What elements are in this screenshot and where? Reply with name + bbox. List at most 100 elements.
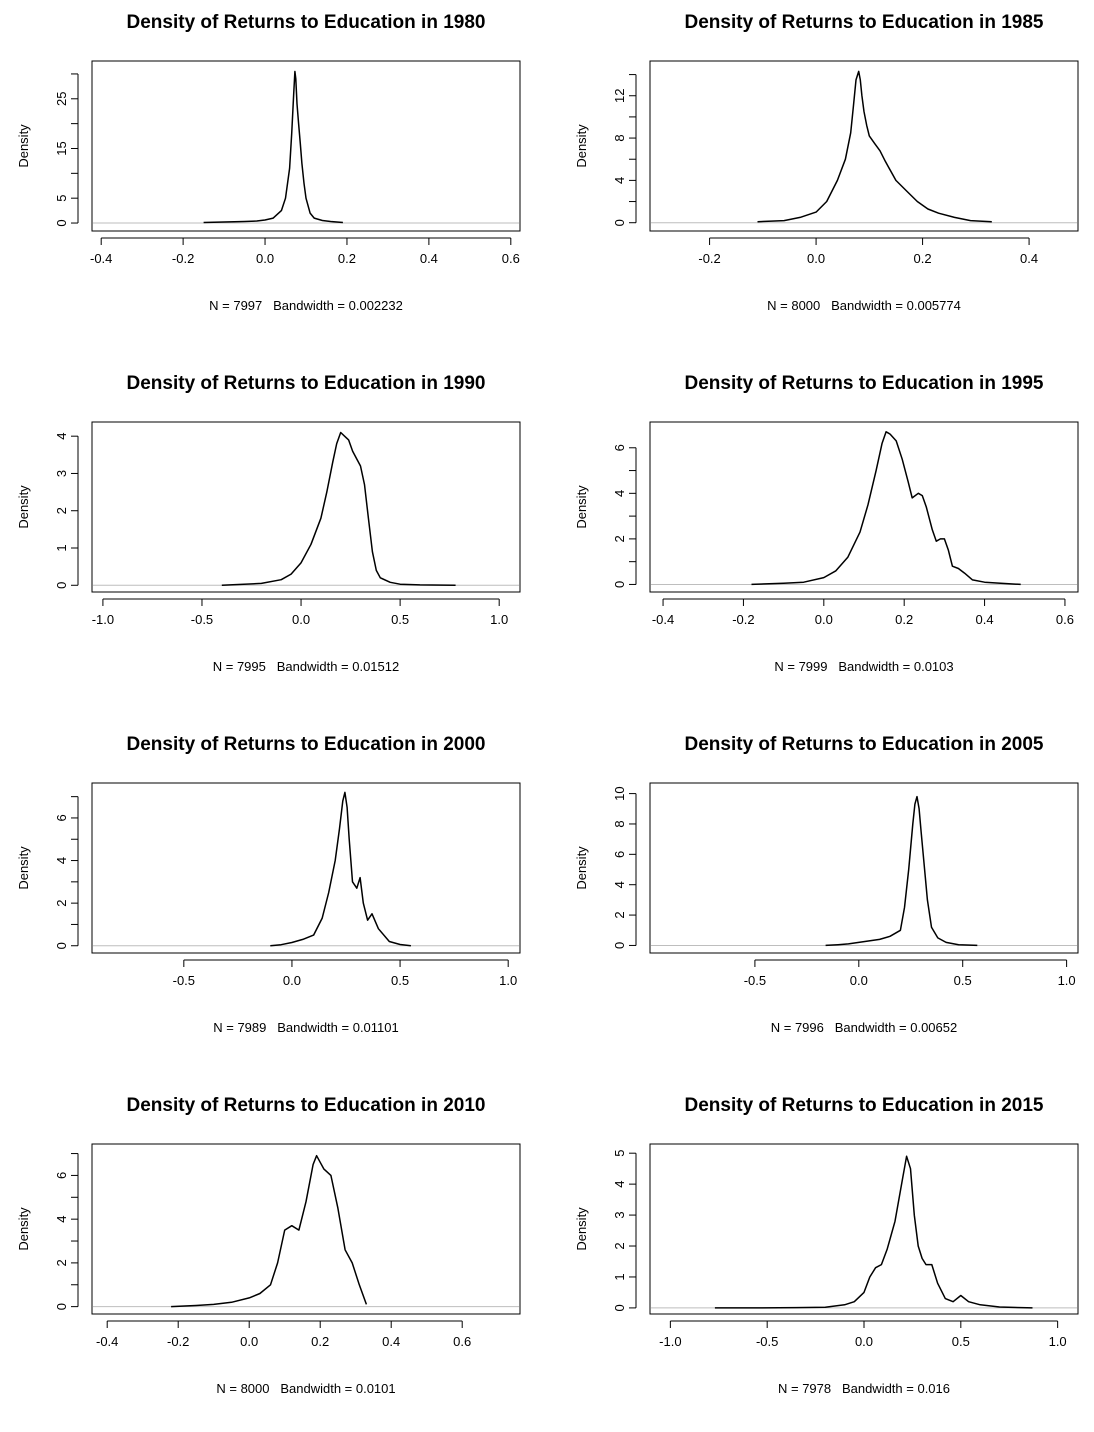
density-chart-svg: Density of Returns to Education in 2000 D… <box>16 734 521 1035</box>
x-axis-label: N = 7995 Bandwidth = 0.01512 <box>213 659 399 674</box>
chart-title: Density of Returns to Education in 1985 <box>685 12 1044 33</box>
x-axis-label: N = 7999 Bandwidth = 0.0103 <box>774 659 953 674</box>
x-tick-label: -0.5 <box>756 1334 778 1349</box>
plot-frame <box>91 421 521 593</box>
y-tick-label: 0 <box>612 581 627 588</box>
x-axis-label: N = 7989 Bandwidth = 0.01101 <box>213 1020 399 1035</box>
density-panel: Density of Returns to Education in 2015 D… <box>558 1083 1094 1432</box>
y-tick-label: 0 <box>612 942 627 949</box>
chart-title: Density of Returns to Education in 1980 <box>127 12 486 33</box>
y-tick-label: 4 <box>54 433 69 440</box>
y-tick-label: 4 <box>54 857 69 864</box>
y-axis-label: Density <box>574 1207 589 1251</box>
x-tick-label: 0.4 <box>382 1334 400 1349</box>
plot-frame <box>91 60 521 232</box>
y-tick-label: 4 <box>612 881 627 888</box>
x-tick-label: 0.0 <box>855 1334 873 1349</box>
x-tick-label: 0.0 <box>283 973 301 988</box>
y-tick-label: 6 <box>612 851 627 858</box>
y-axis-label: Density <box>16 1207 31 1251</box>
density-curve <box>270 791 411 947</box>
density-panel: Density of Returns to Education in 1985 D… <box>558 0 1094 349</box>
x-tick-label: -0.2 <box>172 251 194 266</box>
y-tick-label: 3 <box>54 470 69 477</box>
x-tick-label: 0.0 <box>256 251 274 266</box>
y-tick-label: 8 <box>612 820 627 827</box>
x-tick-label: 0.2 <box>895 612 913 627</box>
y-tick-label: 6 <box>612 444 627 451</box>
density-chart-svg: Density of Returns to Education in 2015 D… <box>574 1095 1079 1396</box>
x-tick-label: 0.4 <box>1020 251 1038 266</box>
density-curve <box>221 431 456 587</box>
y-tick-label: 15 <box>54 141 69 155</box>
y-tick-label: 2 <box>612 535 627 542</box>
x-axis-label: N = 7978 Bandwidth = 0.016 <box>778 1381 950 1396</box>
x-tick-label: -0.4 <box>90 251 112 266</box>
density-chart-svg: Density of Returns to Education in 1990 D… <box>16 373 521 674</box>
y-tick-label: 4 <box>54 1216 69 1223</box>
density-curve <box>171 1154 368 1308</box>
y-tick-label: 6 <box>54 814 69 821</box>
y-axis-label: Density <box>16 124 31 168</box>
y-tick-label: 1 <box>612 1273 627 1280</box>
x-tick-label: -0.2 <box>167 1334 189 1349</box>
y-tick-label: 12 <box>612 89 627 103</box>
y-tick-label: 5 <box>54 195 69 202</box>
chart-title: Density of Returns to Education in 2015 <box>685 1095 1044 1116</box>
y-tick-label: 6 <box>54 1172 69 1179</box>
x-tick-label: 0.6 <box>453 1334 471 1349</box>
chart-title: Density of Returns to Education in 2000 <box>127 734 486 755</box>
x-tick-label: 0.2 <box>338 251 356 266</box>
x-tick-label: -0.5 <box>744 973 766 988</box>
plot-frame <box>649 1143 1079 1315</box>
y-tick-label: 0 <box>612 219 627 226</box>
y-axis-label: Density <box>574 124 589 168</box>
x-tick-label: 0.5 <box>391 612 409 627</box>
x-axis-label: N = 8000 Bandwidth = 0.005774 <box>767 298 961 313</box>
y-axis-label: Density <box>16 485 31 529</box>
plot-frame <box>91 1143 521 1315</box>
y-tick-label: 0 <box>54 942 69 949</box>
y-tick-label: 4 <box>612 490 627 497</box>
y-tick-label: 0 <box>54 1303 69 1310</box>
x-tick-label: -1.0 <box>92 612 114 627</box>
density-curve <box>203 70 343 224</box>
x-tick-label: 0.4 <box>976 612 994 627</box>
density-plot-grid: Density of Returns to Education in 1980 D… <box>0 0 1094 1396</box>
y-tick-label: 4 <box>612 1181 627 1188</box>
x-axis-label: N = 7996 Bandwidth = 0.00652 <box>771 1020 957 1035</box>
x-tick-label: -0.4 <box>652 612 674 627</box>
density-panel: Density of Returns to Education in 1995 D… <box>558 361 1094 710</box>
x-tick-label: 0.0 <box>850 973 868 988</box>
x-tick-label: 0.2 <box>914 251 932 266</box>
density-curve <box>714 1155 1033 1309</box>
x-tick-label: -0.5 <box>191 612 213 627</box>
chart-title: Density of Returns to Education in 1995 <box>685 373 1044 394</box>
x-tick-label: 0.0 <box>240 1334 258 1349</box>
x-tick-label: 1.0 <box>1058 973 1076 988</box>
density-chart-svg: Density of Returns to Education in 1980 D… <box>16 12 521 313</box>
x-tick-label: -0.2 <box>698 251 720 266</box>
x-tick-label: 1.0 <box>1049 1334 1067 1349</box>
y-tick-label: 0 <box>54 219 69 226</box>
density-panel: Density of Returns to Education in 2010 D… <box>0 1083 547 1432</box>
x-axis-label: N = 8000 Bandwidth = 0.0101 <box>216 1381 395 1396</box>
y-tick-label: 0 <box>54 582 69 589</box>
x-tick-label: 1.0 <box>490 612 508 627</box>
density-curve <box>751 431 1021 586</box>
density-curve <box>757 70 992 223</box>
density-panel: Density of Returns to Education in 2000 D… <box>0 722 547 1071</box>
y-axis-label: Density <box>574 846 589 890</box>
x-tick-label: 1.0 <box>499 973 517 988</box>
chart-title: Density of Returns to Education in 1990 <box>127 373 486 394</box>
y-tick-label: 25 <box>54 92 69 106</box>
y-axis-label: Density <box>16 846 31 890</box>
density-chart-svg: Density of Returns to Education in 1985 D… <box>574 12 1079 313</box>
x-tick-label: 0.5 <box>952 1334 970 1349</box>
density-panel: Density of Returns to Education in 1980 D… <box>0 0 547 349</box>
x-tick-label: 0.2 <box>311 1334 329 1349</box>
y-tick-label: 10 <box>612 786 627 800</box>
x-tick-label: 0.5 <box>954 973 972 988</box>
x-tick-label: -0.5 <box>173 973 195 988</box>
x-tick-label: 0.0 <box>292 612 310 627</box>
